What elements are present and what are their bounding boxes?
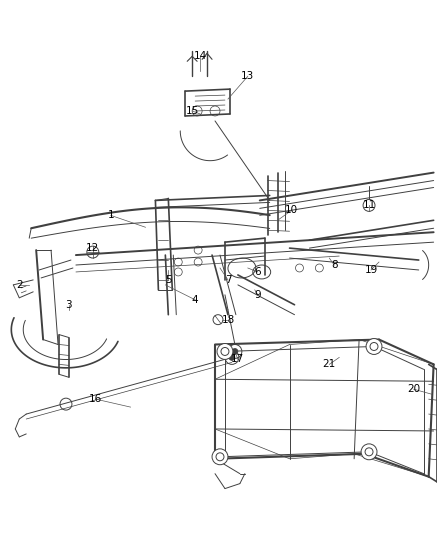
Text: 18: 18 [221, 314, 235, 325]
Text: 6: 6 [254, 267, 261, 277]
Text: 17: 17 [231, 354, 244, 365]
Text: 20: 20 [407, 384, 420, 394]
Text: 7: 7 [225, 275, 231, 285]
Circle shape [221, 348, 229, 356]
Circle shape [232, 349, 238, 354]
Text: 14: 14 [194, 51, 207, 61]
Text: 5: 5 [165, 275, 172, 285]
Circle shape [229, 354, 235, 360]
Text: 13: 13 [241, 71, 254, 81]
Circle shape [216, 453, 224, 461]
Text: 12: 12 [86, 243, 99, 253]
Text: 10: 10 [285, 205, 298, 215]
Circle shape [361, 444, 377, 460]
Circle shape [370, 343, 378, 351]
Circle shape [212, 449, 228, 465]
Text: 2: 2 [16, 280, 23, 290]
Text: 9: 9 [254, 290, 261, 300]
Text: 1: 1 [107, 211, 114, 220]
Text: 3: 3 [66, 300, 72, 310]
Circle shape [217, 343, 233, 359]
Text: 8: 8 [331, 260, 338, 270]
Text: 16: 16 [89, 394, 102, 404]
Text: 11: 11 [362, 200, 376, 211]
Text: 21: 21 [323, 359, 336, 369]
Text: 15: 15 [186, 106, 199, 116]
Circle shape [365, 448, 373, 456]
Text: 4: 4 [192, 295, 198, 305]
Text: 19: 19 [364, 265, 378, 275]
Circle shape [366, 338, 382, 354]
